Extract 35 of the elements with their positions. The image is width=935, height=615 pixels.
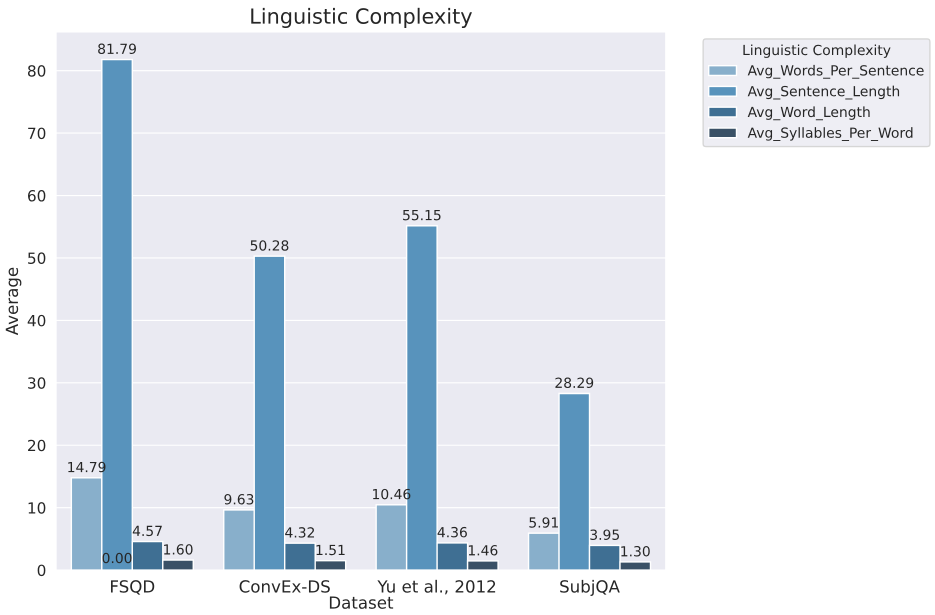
legend-label: Avg_Words_Per_Sentence (748, 64, 924, 79)
y-tick-label: 40 (28, 314, 46, 326)
x-tick-label: FSQD (111, 580, 154, 595)
data-label: 28.29 (555, 378, 594, 388)
y-tick-label: 30 (28, 377, 46, 389)
chart-title: Linguistic Complexity (251, 8, 472, 28)
y-tick-label: 80 (28, 65, 46, 77)
data-label: 1.60 (164, 544, 193, 555)
legend-label: Avg_Syllables_Per_Word (748, 127, 912, 142)
data-label: 4.57 (132, 526, 162, 536)
y-axis-title: Average (6, 268, 22, 336)
x-axis-title: Dataset (330, 596, 394, 609)
data-label: 1.30 (621, 546, 650, 557)
data-label: 9.63 (224, 494, 254, 505)
legend-title: Linguistic Complexity (743, 44, 891, 58)
data-label: 1.46 (468, 545, 498, 556)
data-label: 4.32 (285, 527, 314, 538)
legend-label: Avg_Sentence_Length (748, 86, 900, 100)
y-tick-label: 20 (28, 440, 46, 452)
data-label: 81.79 (98, 44, 136, 54)
data-label: 1.51 (316, 544, 345, 556)
legend-label: Avg_Word_Length (748, 106, 870, 120)
y-tick-label: 60 (28, 190, 46, 202)
x-tick-label: SubjQA (560, 580, 620, 596)
data-label: 5.91 (529, 517, 558, 528)
y-tick-label: 70 (28, 128, 46, 140)
y-tick-label: 50 (28, 252, 46, 264)
x-tick-label: ConvEx-DS (240, 580, 330, 593)
data-label: 50.28 (250, 240, 288, 251)
data-label: 3.95 (590, 529, 620, 540)
data-label: 55.15 (403, 210, 441, 220)
data-label: 4.36 (438, 526, 467, 538)
y-tick-label: 0 (38, 564, 46, 576)
x-tick-label: Yu et al., 2012 (377, 580, 496, 594)
y-tick-label: 10 (28, 502, 46, 514)
